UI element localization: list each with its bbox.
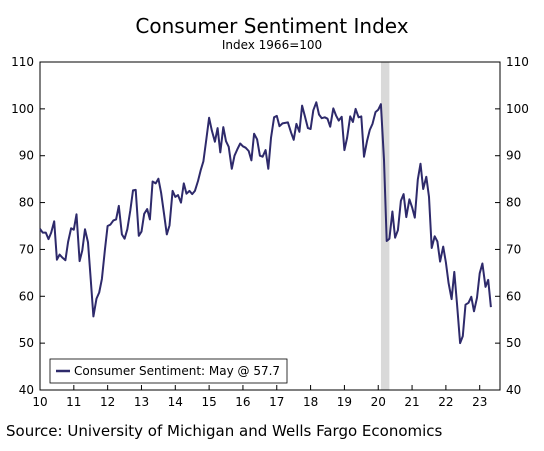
x-tick-label: 13 [134,395,149,409]
x-tick-label: 21 [404,395,419,409]
series-line-consumer-sentiment [39,101,492,345]
x-tick-label: 17 [269,395,284,409]
plot-frame [39,61,501,391]
x-tick-label: 18 [303,395,318,409]
y-tick-label-right: 90 [506,149,521,163]
x-tick-label: 15 [201,395,216,409]
legend-label: Consumer Sentiment: May @ 57.7 [74,364,280,378]
y-tick-label-left: 110 [11,55,34,69]
y-tick-label-right: 80 [506,196,521,210]
legend-box [49,358,288,384]
x-tick-label: 23 [472,395,487,409]
y-tick-label-left: 80 [19,196,34,210]
y-tick-label-right: 100 [506,102,529,116]
y-tick-label-right: 110 [506,55,529,69]
y-tick-label-left: 70 [19,242,34,256]
x-tick-label: 12 [100,395,115,409]
y-tick-label-left: 40 [19,383,34,397]
y-tick-label-left: 100 [11,102,34,116]
x-tick-label: 16 [235,395,250,409]
y-tick-label-left: 60 [19,289,34,303]
y-tick-label-right: 70 [506,242,521,256]
chart-subtitle: Index 1966=100 [221,38,323,52]
recession-shading [380,62,390,390]
x-tick-label: 14 [168,395,183,409]
y-tick-label-right: 40 [506,383,521,397]
y-tick-label-right: 50 [506,336,521,350]
legend: Consumer Sentiment: May @ 57.7 [49,358,288,384]
x-tick-label: 10 [32,395,47,409]
x-tick-label: 11 [66,395,81,409]
chart-title: Consumer Sentiment Index [135,14,409,38]
y-tick-label-left: 50 [19,336,34,350]
y-tick-label-left: 90 [19,149,34,163]
x-tick-label: 20 [371,395,386,409]
x-tick-label: 22 [438,395,453,409]
source-note: Source: University of Michigan and Wells… [6,422,443,440]
x-tick-label: 19 [337,395,352,409]
y-tick-label-right: 60 [506,289,521,303]
